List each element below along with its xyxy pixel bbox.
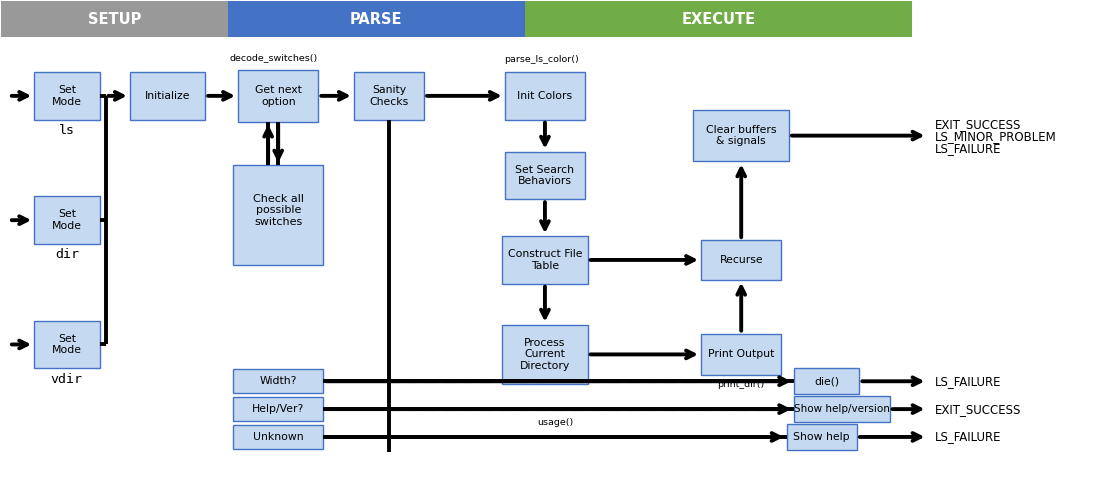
Text: LS_FAILURE: LS_FAILURE (935, 430, 1001, 444)
Text: Show help/version: Show help/version (794, 404, 890, 414)
Text: Clear buffers
& signals: Clear buffers & signals (706, 125, 777, 146)
FancyBboxPatch shape (502, 236, 587, 284)
FancyBboxPatch shape (694, 110, 789, 162)
Text: Width?: Width? (260, 376, 296, 386)
Text: print_dir(): print_dir() (717, 380, 765, 389)
Text: decode_switches(): decode_switches() (229, 53, 317, 62)
Text: Initialize: Initialize (144, 91, 190, 101)
Text: Set
Mode: Set Mode (52, 334, 82, 355)
Text: Show help: Show help (794, 432, 850, 442)
Text: dir: dir (54, 248, 79, 262)
Text: SETUP: SETUP (88, 12, 141, 27)
Text: Recurse: Recurse (719, 255, 763, 265)
FancyBboxPatch shape (354, 72, 424, 120)
Text: Set Search
Behaviors: Set Search Behaviors (515, 164, 575, 186)
FancyBboxPatch shape (238, 70, 319, 122)
Text: LS_MINOR_PROBLEM: LS_MINOR_PROBLEM (935, 130, 1057, 143)
FancyBboxPatch shape (794, 396, 890, 422)
FancyBboxPatch shape (34, 196, 100, 244)
FancyBboxPatch shape (34, 320, 100, 368)
Text: Init Colors: Init Colors (517, 91, 573, 101)
Text: Process
Current
Directory: Process Current Directory (519, 338, 571, 371)
FancyBboxPatch shape (794, 368, 859, 394)
FancyBboxPatch shape (700, 334, 781, 376)
FancyBboxPatch shape (233, 166, 323, 265)
FancyBboxPatch shape (787, 424, 857, 450)
FancyBboxPatch shape (505, 72, 585, 120)
Text: usage(): usage() (537, 418, 573, 427)
Text: ls: ls (59, 124, 74, 137)
Text: Construct File
Table: Construct File Table (507, 249, 582, 270)
Bar (228, 2, 525, 37)
Bar (525, 2, 912, 37)
Text: LS_FAILURE: LS_FAILURE (935, 142, 1001, 155)
Text: Help/Ver?: Help/Ver? (252, 404, 304, 414)
Text: Print Output: Print Output (708, 350, 775, 360)
Text: PARSE: PARSE (350, 12, 403, 27)
FancyBboxPatch shape (34, 72, 100, 120)
Text: EXIT_SUCCESS: EXIT_SUCCESS (935, 118, 1021, 131)
Text: Set
Mode: Set Mode (52, 210, 82, 231)
Text: EXECUTE: EXECUTE (682, 12, 756, 27)
FancyBboxPatch shape (233, 397, 323, 421)
Text: EXIT_SUCCESS: EXIT_SUCCESS (935, 402, 1021, 415)
Text: Set
Mode: Set Mode (52, 85, 82, 106)
FancyBboxPatch shape (233, 425, 323, 449)
Text: Check all
possible
switches: Check all possible switches (253, 194, 304, 227)
Text: vdir: vdir (51, 373, 83, 386)
Text: LS_FAILURE: LS_FAILURE (935, 375, 1001, 388)
FancyBboxPatch shape (233, 370, 323, 393)
Text: Get next
option: Get next option (255, 85, 302, 106)
Text: parse_ls_color(): parse_ls_color() (505, 55, 579, 64)
FancyBboxPatch shape (505, 152, 585, 200)
Text: Sanity
Checks: Sanity Checks (370, 85, 408, 106)
Text: die(): die() (815, 376, 839, 386)
FancyBboxPatch shape (700, 240, 781, 280)
FancyBboxPatch shape (130, 72, 205, 120)
FancyBboxPatch shape (502, 324, 587, 384)
Text: Unknown: Unknown (253, 432, 303, 442)
Bar (1, 2, 228, 37)
